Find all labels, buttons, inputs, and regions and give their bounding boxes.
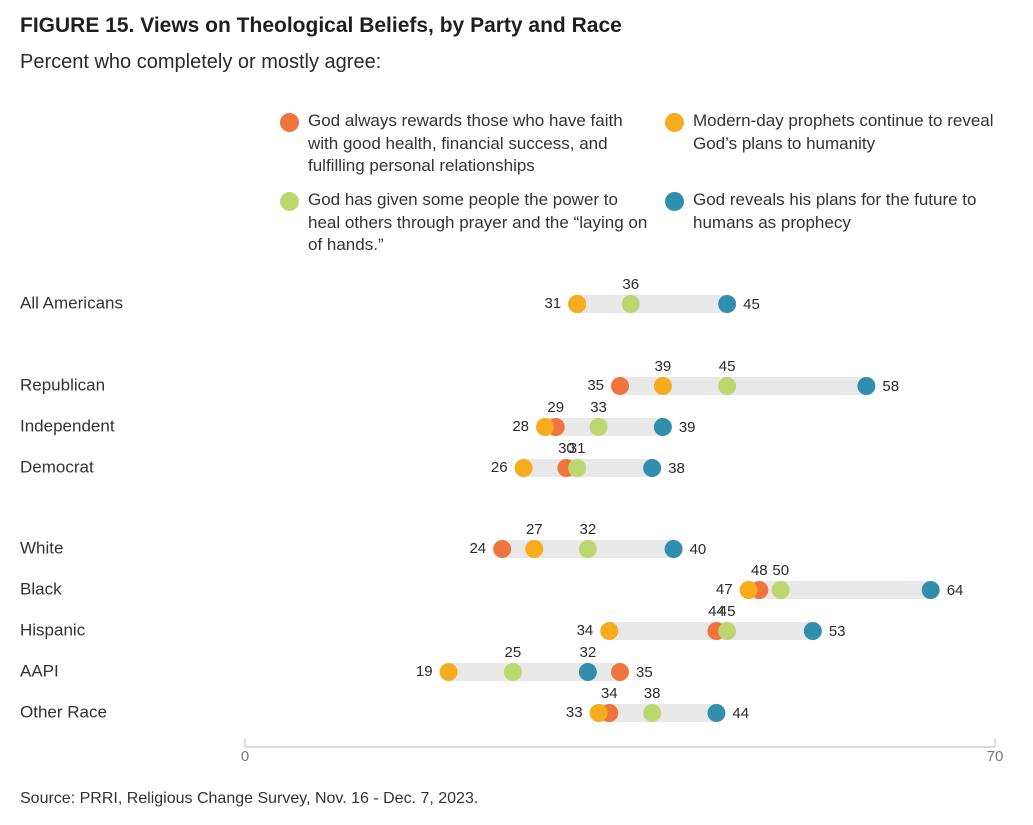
row-label-independent: Independent [20,416,115,435]
dot-rewards-white [493,540,512,558]
legend-label-heal: God has given some people the power to h… [308,190,648,254]
value-label-prophets-republican: 39 [655,358,672,375]
row-label-hispanic: Hispanic [20,620,86,639]
legend-label-prophets: Modern-day prophets continue to reveal G… [693,111,994,153]
value-label-heal-black: 50 [772,562,789,579]
dot-heal-aapi [503,663,522,681]
value-label-rewards-all-americans: 31 [544,295,561,312]
value-label-rewards-hispanic: 44 [708,603,725,620]
value-label-rewards-democrat: 30 [558,440,575,457]
row-label-black: Black [20,579,62,598]
legend-dot-heal [280,192,299,211]
value-label-reveals-white: 40 [690,541,707,558]
range-track-democrat [523,459,653,477]
legend-label-reveals: God reveals his plans for the future to … [693,190,977,232]
value-label-prophets-other-race: 33 [566,704,583,721]
dot-heal-hispanic [718,622,737,640]
row-label-republican: Republican [20,375,105,394]
x-tick-label-0: 0 [241,748,249,765]
legend-item-heal: God has given some people the power to h… [280,189,650,257]
value-label-heal-other-race: 38 [644,685,661,702]
dot-reveals-black [921,581,940,599]
row-label-democrat: Democrat [20,457,94,476]
legend-item-prophets: Modern-day prophets continue to reveal G… [665,110,995,155]
dot-prophets-hispanic [600,622,619,640]
legend-label-rewards: God always rewards those who have faith … [308,111,623,175]
value-label-heal-independent: 33 [590,399,607,416]
source-note: Source: PRRI, Religious Change Survey, N… [20,790,479,807]
dot-rewards-republican [611,377,629,395]
value-label-prophets-independent: 28 [512,418,529,435]
value-label-reveals-other-race: 44 [732,705,749,722]
dot-prophets-independent [536,418,554,436]
dot-prophets-all-americans [568,295,587,313]
range-track-aapi [448,663,620,681]
legend-item-reveals: God reveals his plans for the future to … [665,189,995,234]
value-label-heal-all-americans: 36 [622,276,639,293]
chart-subtitle: Percent who completely or mostly agree: [20,51,382,73]
value-label-rewards-republican: 35 [587,377,604,394]
dot-reveals-other-race [707,704,726,722]
dot-reveals-republican [857,377,876,395]
value-label-heal-democrat: 31 [569,440,586,457]
dot-heal-republican [718,377,737,395]
range-track-republican [620,377,867,395]
value-label-rewards-black: 48 [751,562,768,579]
value-label-reveals-hispanic: 53 [829,623,846,640]
row-label-all-americans: All Americans [20,293,123,312]
value-label-prophets-white: 27 [526,521,543,538]
dot-heal-black [771,581,790,599]
value-label-reveals-aapi: 32 [580,644,597,661]
value-label-heal-hispanic: 45 [719,603,736,620]
dot-prophets-black [739,581,758,599]
value-label-prophets-black: 47 [716,581,733,598]
row-label-other-race: Other Race [20,702,107,721]
dot-heal-democrat [568,459,587,477]
value-label-prophets-aapi: 19 [416,663,433,680]
value-label-rewards-independent: 29 [547,399,564,416]
row-label-aapi: AAPI [20,661,59,680]
value-label-heal-republican: 45 [719,358,736,375]
value-label-rewards-other-race: 34 [601,685,618,702]
value-label-rewards-aapi: 35 [636,664,653,681]
dot-rewards-aapi [611,663,629,681]
value-label-reveals-independent: 39 [679,419,696,436]
range-track-all-americans [577,295,728,313]
dot-prophets-democrat [514,459,533,477]
dot-heal-all-americans [621,295,640,313]
value-label-prophets-democrat: 26 [491,459,508,476]
dot-reveals-democrat [643,459,662,477]
row-label-white: White [20,538,63,557]
dot-reveals-hispanic [803,622,822,640]
value-label-prophets-hispanic: 34 [577,622,594,639]
dot-reveals-all-americans [718,295,737,313]
dot-prophets-white [525,540,544,558]
value-label-heal-white: 32 [580,521,597,538]
dot-heal-white [578,540,597,558]
value-label-heal-aapi: 25 [505,644,522,661]
value-label-reveals-black: 64 [947,582,964,599]
dot-heal-other-race [643,704,662,722]
range-track-black [748,581,931,599]
legend-item-rewards: God always rewards those who have faith … [280,110,650,178]
dot-prophets-aapi [439,663,458,681]
legend-dot-reveals [665,192,684,211]
chart-title: FIGURE 15. Views on Theological Beliefs,… [20,14,622,37]
value-label-reveals-democrat: 38 [668,460,685,477]
dot-reveals-independent [653,418,672,436]
dot-reveals-aapi [578,663,597,681]
dot-prophets-other-race [589,704,608,722]
legend-dot-prophets [665,113,684,132]
x-tick-label-70: 70 [987,748,1004,765]
value-label-reveals-republican: 58 [882,378,899,395]
dot-heal-independent [589,418,608,436]
legend-dot-rewards [280,113,299,132]
dot-reveals-white [664,540,683,558]
dot-prophets-republican [653,377,672,395]
value-label-rewards-white: 24 [469,540,486,557]
value-label-reveals-all-americans: 45 [743,296,760,313]
